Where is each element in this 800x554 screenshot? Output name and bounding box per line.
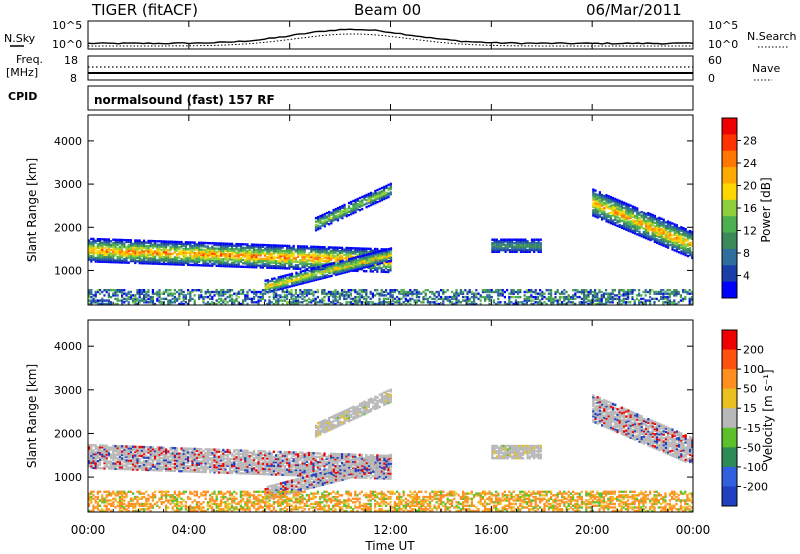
freq-unit: [MHz] xyxy=(6,66,38,79)
power-cbar-label: Power [dB] xyxy=(759,177,773,242)
cpid-panel: CPID normalsound (fast) 157 RF xyxy=(8,85,694,111)
noise-tick-high-left: 10^5 xyxy=(52,19,82,32)
power-cbar-swatch xyxy=(722,167,737,184)
nave-tick-low: 0 xyxy=(708,72,715,85)
velocity-ylabel: Slant Range [km] xyxy=(25,364,39,468)
power-ylabel: Slant Range [km] xyxy=(25,158,39,262)
nsky-trace xyxy=(87,28,694,45)
power-cbar-swatch xyxy=(722,134,737,152)
velocity-panel: 4000 3000 2000 1000 Slant Range [km] 200 100… xyxy=(25,319,775,513)
radar-title: TIGER (fitACF) xyxy=(91,1,198,19)
power-cbar-tick-4: 12 xyxy=(743,225,757,238)
velocity-cbar-swatch xyxy=(722,330,737,351)
power-cbar-swatch xyxy=(722,216,737,234)
velocity-cbar-swatch xyxy=(722,486,737,507)
cpid-text: normalsound (fast) 157 RF xyxy=(94,93,275,107)
x-tick-4: 16:00 xyxy=(474,523,509,537)
power-cbar-tick-3: 16 xyxy=(743,202,757,215)
velocity-ytick-1: 3000 xyxy=(54,384,82,397)
x-tick-0: 00:00 xyxy=(71,523,106,537)
velocity-cbar-tick-6: -100 xyxy=(743,461,768,474)
velocity-plot-area xyxy=(88,388,693,512)
power-cbar-tick-2: 20 xyxy=(743,180,757,193)
power-cbar-swatch xyxy=(722,183,737,201)
velocity-y-ticks: 4000 3000 2000 1000 xyxy=(54,340,693,484)
power-ytick-1: 3000 xyxy=(54,178,82,191)
nave-label: Nave xyxy=(752,62,780,75)
velocity-cbar-tick-7: -200 xyxy=(743,480,768,493)
x-axis-label: Time UT xyxy=(364,539,415,553)
x-tick-5: 20:00 xyxy=(575,523,610,537)
power-cbar-swatch xyxy=(722,248,737,266)
velocity-cbar-label: Velocity [m s⁻¹] xyxy=(761,369,775,462)
velocity-ytick-0: 4000 xyxy=(54,340,82,353)
noise-tick-low-right: 10^0 xyxy=(708,38,738,51)
velocity-cbar-swatch xyxy=(722,466,737,487)
velocity-cbar-tick-2: 50 xyxy=(743,383,757,396)
velocity-ytick-3: 1000 xyxy=(54,471,82,484)
velocity-data xyxy=(88,388,693,512)
freq-panel: Freq. [MHz] 18 8 60 0 Nave xyxy=(6,53,780,85)
velocity-cbar-swatch xyxy=(722,388,737,409)
beam-title: Beam 00 xyxy=(354,1,421,19)
power-ytick-2: 2000 xyxy=(54,221,82,234)
power-panel: 4000 3000 2000 1000 Slant Range [km] 28 24 20… xyxy=(25,114,773,306)
power-cbar-swatch xyxy=(722,265,737,283)
power-cbar-swatch xyxy=(722,199,737,217)
velocity-colorbar: 200 100 50 15 -15 -50 -100 -200 xyxy=(721,329,768,507)
freq-label: Freq. xyxy=(16,53,43,66)
power-cbar-swatch xyxy=(722,150,737,168)
power-cbar-swatch xyxy=(722,118,737,135)
power-y-ticks: 4000 3000 2000 1000 xyxy=(54,135,693,277)
x-tick-2: 08:00 xyxy=(272,523,307,537)
velocity-cbar-tick-5: -50 xyxy=(743,441,761,454)
x-axis: 00:00 04:00 08:00 12:00 16:00 20:00 00:00 xyxy=(71,21,711,537)
power-cbar-tick-1: 24 xyxy=(743,157,757,170)
velocity-cbar-tick-0: 200 xyxy=(743,344,764,357)
date-title: 06/Mar/2011 xyxy=(586,1,682,19)
freq-tick-high: 18 xyxy=(64,54,78,67)
x-tick-3: 12:00 xyxy=(373,523,408,537)
velocity-cbar-tick-4: -15 xyxy=(743,422,761,435)
power-plot-area xyxy=(88,182,693,305)
velocity-ytick-2: 2000 xyxy=(54,427,82,440)
power-cbar-tick-0: 28 xyxy=(743,135,757,148)
noise-tick-low-left: 10^0 xyxy=(52,38,82,51)
velocity-cbar-tick-3: 15 xyxy=(743,402,757,415)
x-tick-1: 04:00 xyxy=(172,523,207,537)
nsearch-label: N.Search xyxy=(747,30,797,43)
power-colorbar: 28 24 20 16 12 8 4 xyxy=(721,117,757,299)
power-cbar-swatch xyxy=(722,232,737,250)
velocity-cbar-tick-1: 100 xyxy=(743,363,764,376)
noise-tick-high-right: 10^5 xyxy=(708,19,738,32)
velocity-cbar-swatch xyxy=(722,369,737,390)
power-cbar-swatch xyxy=(722,281,737,299)
nave-tick-high: 60 xyxy=(708,54,722,67)
freq-tick-low: 8 xyxy=(70,72,77,85)
power-ytick-0: 4000 xyxy=(54,135,82,148)
power-data xyxy=(88,182,693,305)
nsky-label: N.Sky xyxy=(4,32,36,45)
velocity-cbar-swatch xyxy=(722,349,737,370)
x-tick-6: 00:00 xyxy=(676,523,711,537)
power-ytick-3: 1000 xyxy=(54,264,82,277)
velocity-cbar-swatch xyxy=(722,427,737,448)
velocity-cbar-swatch xyxy=(722,447,737,468)
noise-panel: N.Sky 10^5 10^0 10^5 10^0 N.Search xyxy=(4,19,797,51)
power-cbar-tick-5: 8 xyxy=(743,247,750,260)
velocity-cbar-swatch xyxy=(722,408,737,429)
cpid-label: CPID xyxy=(8,90,37,103)
power-cbar-tick-6: 4 xyxy=(743,270,750,283)
